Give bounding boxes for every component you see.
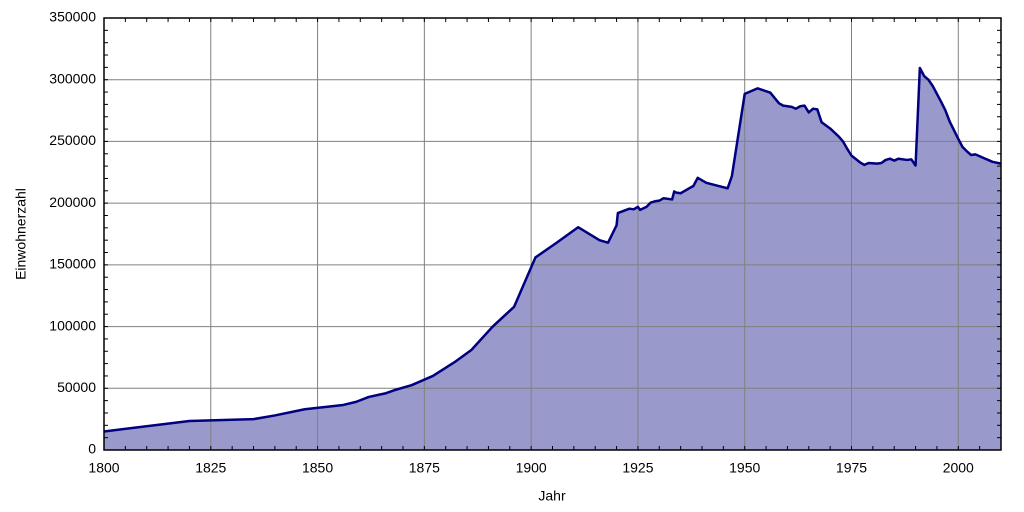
x-tick-label: 1975 — [836, 460, 867, 476]
y-tick-label: 150000 — [49, 256, 96, 272]
y-tick-label: 300000 — [49, 70, 96, 86]
x-tick-label: 2000 — [943, 460, 974, 476]
y-tick-label: 50000 — [57, 379, 96, 395]
y-tick-label: 350000 — [49, 9, 96, 25]
x-tick-label: 1800 — [88, 460, 119, 476]
x-tick-label: 1900 — [516, 460, 547, 476]
y-tick-label: 0 — [88, 441, 96, 457]
y-axis-title: Einwohnerzahl — [13, 188, 29, 280]
y-tick-label: 250000 — [49, 132, 96, 148]
line — [103, 66, 1002, 433]
plot-frame — [103, 17, 1002, 451]
x-axis-title: Jahr — [538, 488, 566, 504]
x-tick-label: 1875 — [409, 460, 440, 476]
area — [104, 67, 1001, 450]
x-tick-label: 1925 — [622, 460, 653, 476]
x-tick-label: 1850 — [302, 460, 333, 476]
x-tick-label: 1950 — [729, 460, 760, 476]
y-tick-label: 200000 — [49, 194, 96, 210]
y-tick-label: 100000 — [49, 317, 96, 333]
x-tick-label: 1825 — [195, 460, 226, 476]
